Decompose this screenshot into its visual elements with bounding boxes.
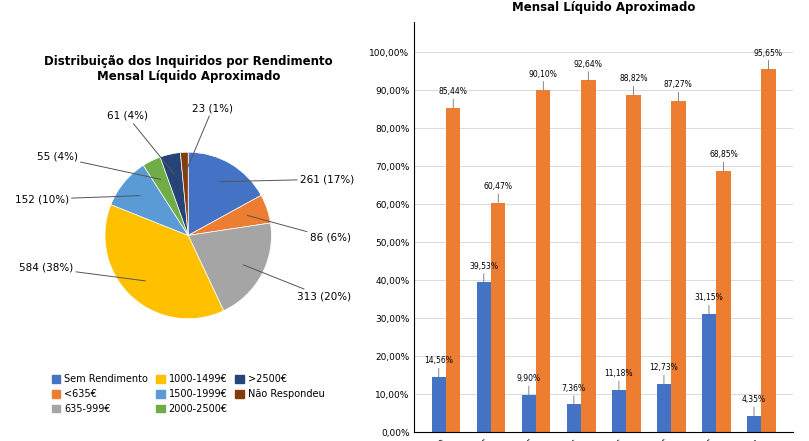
Text: 4,35%: 4,35% — [742, 395, 766, 416]
Bar — [626, 95, 641, 432]
Bar — [431, 377, 446, 432]
Text: 7,36%: 7,36% — [561, 384, 586, 404]
Text: 68,85%: 68,85% — [709, 150, 738, 171]
Bar — [536, 90, 550, 432]
Bar — [612, 390, 626, 432]
Text: 14,56%: 14,56% — [425, 356, 453, 377]
Text: 95,65%: 95,65% — [754, 49, 783, 69]
Wedge shape — [111, 165, 188, 235]
Text: 55 (4%): 55 (4%) — [36, 152, 161, 179]
Text: 87,27%: 87,27% — [664, 80, 693, 101]
Text: 584 (38%): 584 (38%) — [19, 263, 146, 281]
Wedge shape — [188, 195, 270, 235]
Text: 92,64%: 92,64% — [574, 60, 603, 80]
Text: 152 (10%): 152 (10%) — [15, 194, 140, 204]
Text: 61 (4%): 61 (4%) — [107, 111, 175, 175]
Text: 11,18%: 11,18% — [604, 369, 633, 390]
Text: 12,73%: 12,73% — [650, 363, 678, 384]
Bar — [657, 384, 671, 432]
Wedge shape — [188, 152, 261, 235]
Title: Percentagem de Participação por Rendimento
Mensal Líquido Aproximado: Percentagem de Participação por Rendimen… — [451, 0, 756, 14]
Text: 313 (20%): 313 (20%) — [244, 265, 350, 302]
Text: 85,44%: 85,44% — [438, 87, 468, 108]
Text: 9,90%: 9,90% — [517, 374, 541, 395]
Wedge shape — [160, 153, 188, 235]
Text: 261 (17%): 261 (17%) — [220, 174, 354, 184]
Text: 23 (1%): 23 (1%) — [185, 103, 233, 173]
Wedge shape — [180, 152, 188, 235]
Wedge shape — [143, 157, 188, 235]
Wedge shape — [105, 205, 223, 319]
Text: 88,82%: 88,82% — [619, 75, 647, 95]
Text: 90,10%: 90,10% — [529, 70, 557, 90]
Bar — [446, 108, 460, 432]
Bar — [566, 404, 581, 432]
Bar — [522, 395, 536, 432]
Bar — [761, 69, 776, 432]
Bar — [701, 314, 716, 432]
Text: 60,47%: 60,47% — [484, 182, 513, 202]
Bar — [581, 80, 595, 432]
Legend: Sem Rendimento, <635€, 635-999€, 1000-1499€, 1500-1999€, 2000-2500€, >2500€, Não: Sem Rendimento, <635€, 635-999€, 1000-14… — [48, 370, 328, 418]
Text: 39,53%: 39,53% — [469, 262, 498, 282]
Text: 86 (6%): 86 (6%) — [248, 215, 351, 243]
Text: 31,15%: 31,15% — [695, 294, 723, 314]
Wedge shape — [188, 223, 272, 311]
Bar — [477, 282, 491, 432]
Title: Distribuição dos Inquiridos por Rendimento
Mensal Líquido Aproximado: Distribuição dos Inquiridos por Rendimen… — [44, 55, 332, 83]
Bar — [491, 202, 506, 432]
Bar — [747, 416, 761, 432]
Bar — [671, 101, 685, 432]
Bar — [716, 171, 731, 432]
